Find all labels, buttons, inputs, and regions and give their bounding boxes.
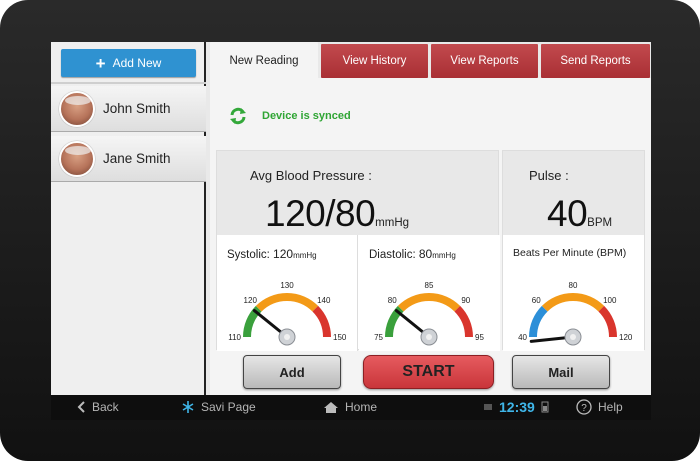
- systolic-label: Systolic: 120mmHg: [227, 247, 317, 261]
- pulse-title: Pulse :: [529, 168, 569, 183]
- mail-button[interactable]: Mail: [512, 355, 610, 389]
- diastolic-label: Diastolic: 80mmHg: [369, 247, 456, 261]
- sync-icon: [230, 107, 246, 125]
- pulse-unit: BPM: [587, 217, 613, 229]
- sync-status: Device is synced: [228, 106, 351, 126]
- gauge-hub-center: [426, 334, 432, 340]
- patient-sidebar: + Add New John Smith Jane Smith: [51, 42, 206, 395]
- savi-page-button[interactable]: Savi Page: [181, 400, 256, 414]
- tab-new-reading[interactable]: New Reading: [210, 42, 318, 80]
- gauge-hub-center: [284, 334, 290, 340]
- tab-view-history[interactable]: View History: [321, 44, 428, 78]
- systolic-gauge: 110 120 130 140 150: [228, 281, 347, 346]
- gauge-band-1: [255, 293, 319, 312]
- gauge-band-1: [541, 293, 605, 312]
- status-area: 12:39: [483, 399, 549, 415]
- blood-pressure-card: Avg Blood Pressure : 120/80mmHg Systolic…: [216, 150, 500, 351]
- pulse-number: 40: [547, 193, 588, 234]
- gauge-band-2: [454, 305, 473, 338]
- help-label: Help: [598, 400, 623, 414]
- gauge-band-2: [598, 305, 617, 338]
- gauge-band-0: [529, 305, 548, 338]
- battery-icon: [541, 401, 549, 413]
- gauge-tick-label: 95: [475, 333, 484, 342]
- sync-text: Device is synced: [262, 110, 351, 122]
- diastolic-unit: mmHg: [432, 251, 456, 260]
- systolic-unit: mmHg: [293, 251, 317, 260]
- avatar: [59, 90, 95, 127]
- diastolic-gauge: 75 80 85 90 95: [374, 281, 484, 346]
- start-button[interactable]: START: [363, 355, 494, 389]
- gauge-tick-label: 140: [317, 296, 331, 305]
- blood-pressure-value: 120/80mmHg: [265, 193, 409, 235]
- back-label: Back: [92, 400, 119, 414]
- system-nav-bar: Back Savi Page Home 12:39: [51, 395, 651, 420]
- gauge-band-1: [397, 293, 461, 312]
- pulse-header: Pulse : 40BPM: [503, 151, 644, 235]
- diastolic-label-text: Diastolic:: [369, 249, 416, 261]
- bp-number: 120/80: [265, 193, 376, 234]
- bp-unit: mmHg: [375, 217, 410, 229]
- gauge-tick-label: 80: [569, 281, 578, 290]
- user-item-john-smith[interactable]: John Smith: [51, 86, 206, 132]
- diastolic-gauge-cell: Diastolic: 80mmHg 75 80 85 90 95: [359, 235, 500, 351]
- avatar: [59, 140, 95, 177]
- device-icon: [484, 404, 492, 410]
- gauge-band-0: [385, 305, 404, 338]
- add-button[interactable]: Add: [243, 355, 341, 389]
- help-button[interactable]: ? Help: [576, 399, 623, 415]
- systolic-gauge-cell: Systolic: 120mmHg 110 120 130 140 150: [217, 235, 358, 351]
- blood-pressure-title: Avg Blood Pressure :: [250, 168, 372, 183]
- home-button[interactable]: Home: [323, 400, 377, 414]
- blood-pressure-header: Avg Blood Pressure : 120/80mmHg: [217, 151, 498, 235]
- pulse-gauge-label: Beats Per Minute (BPM): [513, 247, 627, 259]
- gauge-tick-label: 80: [388, 296, 397, 305]
- pulse-card: Pulse : 40BPM Beats Per Minute (BPM) 40 6…: [502, 150, 645, 351]
- gauge-tick-label: 75: [374, 333, 383, 342]
- pulse-gauge: 40 60 80 100 120: [518, 281, 633, 346]
- home-icon: [324, 401, 338, 413]
- gauge-tick-label: 110: [228, 333, 241, 342]
- back-arrow-icon: [77, 401, 85, 413]
- svg-text:?: ?: [581, 403, 587, 414]
- pulse-gauge-cell: Beats Per Minute (BPM) 40 60 80 100 120: [503, 235, 644, 351]
- new-reading-panel: Device is synced Avg Blood Pressure : 12…: [210, 78, 651, 395]
- gauge-tick-label: 130: [280, 281, 294, 290]
- add-new-label: Add New: [112, 56, 162, 70]
- gauge-tick-label: 60: [532, 296, 541, 305]
- gauge-tick-label: 150: [333, 333, 347, 342]
- home-label: Home: [345, 400, 378, 414]
- systolic-value: 120: [273, 247, 294, 261]
- sidebar-divider: [51, 82, 206, 84]
- plus-icon: +: [95, 53, 106, 73]
- user-name: John Smith: [103, 101, 171, 116]
- gauge-hub-center: [570, 334, 576, 340]
- user-item-jane-smith[interactable]: Jane Smith: [51, 136, 206, 182]
- tab-view-reports[interactable]: View Reports: [431, 44, 538, 78]
- add-new-button[interactable]: + Add New: [61, 49, 196, 77]
- savi-icon: [182, 401, 194, 413]
- pulse-value: 40BPM: [547, 193, 612, 235]
- diastolic-value: 80: [418, 247, 433, 261]
- gauge-tick-label: 85: [425, 281, 434, 290]
- gauge-tick-label: 90: [461, 296, 470, 305]
- tab-bar: New Reading View History View Reports Se…: [210, 42, 651, 80]
- tab-send-reports[interactable]: Send Reports: [541, 44, 650, 78]
- gauge-tick-label: 120: [244, 296, 258, 305]
- user-name: Jane Smith: [103, 151, 171, 166]
- systolic-label-text: Systolic:: [227, 249, 270, 261]
- back-button[interactable]: Back: [77, 400, 119, 414]
- app-screen: + Add New John Smith Jane Smith New Read…: [51, 42, 651, 420]
- savi-page-label: Savi Page: [201, 400, 256, 414]
- clock: 12:39: [499, 399, 535, 415]
- gauge-tick-label: 100: [603, 296, 617, 305]
- gauge-band-2: [312, 305, 331, 338]
- help-icon: ?: [576, 399, 592, 415]
- gauge-tick-label: 120: [619, 333, 633, 342]
- gauge-band-0: [243, 305, 262, 338]
- gauge-tick-label: 40: [518, 333, 527, 342]
